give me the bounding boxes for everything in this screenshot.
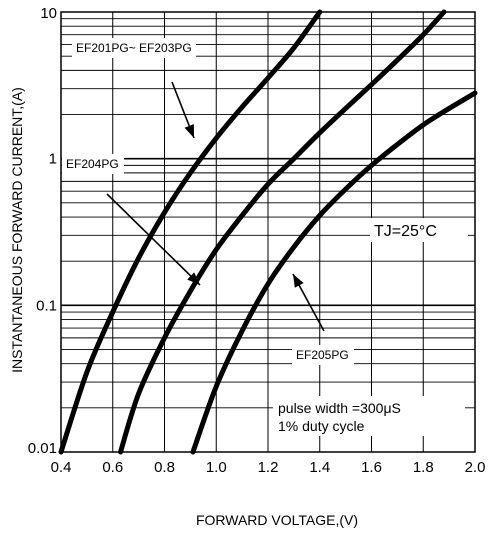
x-axis-title: FORWARD VOLTAGE,(V): [196, 512, 358, 528]
arrow-ef204-shaft: [106, 193, 201, 286]
x-tick-label: 0.6: [102, 459, 123, 476]
arrow-ef201-ef203: [171, 81, 195, 139]
x-tick-label: 1.8: [413, 459, 434, 476]
x-tick-label: 1.2: [258, 459, 279, 476]
series-line-2: [118, 9, 447, 455]
label-ef201-ef203-text: EF201PG~ EF203PG: [76, 41, 192, 55]
arrow-ef204: [106, 193, 201, 286]
pulse-condition-bg: [273, 396, 465, 436]
y-tick-label: 1: [49, 151, 57, 168]
x-tick-label: 1.4: [309, 459, 330, 476]
label-ef205-bg: [292, 345, 354, 365]
x-tick-label: 0.8: [154, 459, 175, 476]
arrow-ef201-ef203-head: [184, 124, 194, 138]
annotations: EF201PG~ EF203PG EF204PG EF205PG TJ=25°C pul…: [62, 38, 468, 436]
label-ef205-text: EF205PG: [296, 348, 349, 362]
y-tick-label: 0.1: [36, 297, 57, 314]
plot-frame: [60, 11, 476, 453]
series-line-3: [190, 90, 478, 455]
y-tick-label: 0.01: [28, 440, 57, 457]
x-tick-label: 1.0: [206, 459, 227, 476]
pulse-line-1: pulse width =300μS: [278, 400, 401, 416]
tick-labels: 0.4 0.6 0.8 1.0 1.2 1.4 1.6 1.8 2.0 0.01 0.1 1 10: [28, 5, 486, 476]
label-ef205: EF205PG: [292, 345, 354, 365]
arrow-ef205-head: [293, 274, 304, 288]
series-lines: [58, 9, 478, 455]
x-tick-label: 2.0: [465, 459, 486, 476]
y-axis-title: INSTANTANEOUS FORWARD CURRENT,(A): [9, 87, 25, 373]
pulse-line-2: 1% duty cycle: [278, 418, 365, 434]
temperature-label: TJ=25°C: [370, 218, 468, 242]
label-ef201-ef203: EF201PG~ EF203PG: [72, 38, 196, 58]
label-ef201-ef203-bg: [72, 38, 196, 58]
label-ef204: EF204PG: [62, 154, 124, 174]
temperature-label-text: TJ=25°C: [374, 223, 437, 240]
series-line-1: [58, 9, 323, 455]
arrow-ef205: [292, 273, 325, 332]
x-tick-label: 1.6: [361, 459, 382, 476]
pulse-condition: pulse width =300μS 1% duty cycle: [273, 396, 465, 436]
x-tick-label: 0.4: [51, 459, 72, 476]
temperature-label-bg: [370, 218, 468, 242]
arrow-ef204-head: [187, 272, 200, 285]
y-tick-label: 10: [40, 5, 57, 22]
label-ef204-text: EF204PG: [66, 157, 119, 171]
label-ef204-bg: [62, 154, 124, 174]
